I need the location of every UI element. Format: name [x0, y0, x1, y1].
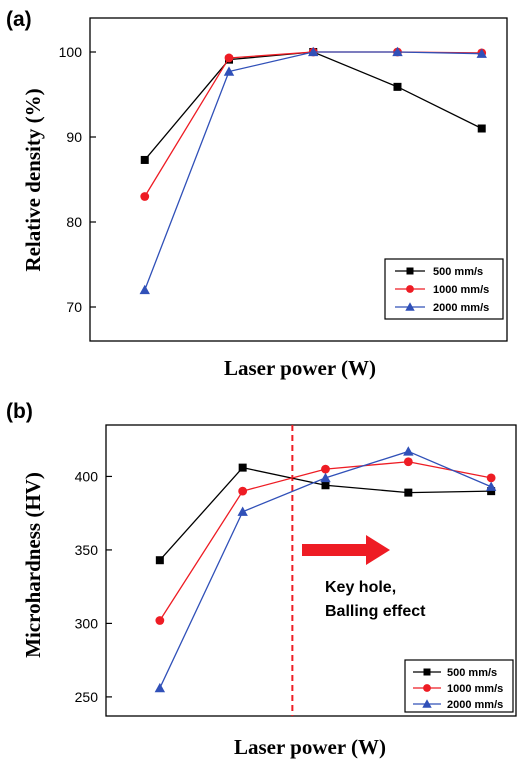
series-line	[144, 51, 483, 161]
data-point-square	[404, 488, 413, 497]
y-tick-label: 350	[75, 542, 99, 558]
data-point-circle	[321, 464, 330, 474]
data-point-square	[406, 267, 414, 275]
legend-label: 2000 mm/s	[447, 699, 503, 711]
y-tick-label: 90	[66, 129, 82, 145]
y-tick-label: 300	[75, 615, 99, 631]
arrow-right-icon	[302, 535, 390, 565]
y-tick-label: 70	[66, 299, 82, 315]
series-line	[144, 51, 482, 291]
data-point-square	[477, 124, 486, 133]
plot-frame	[105, 424, 517, 717]
data-point-triangle	[476, 48, 487, 58]
series-1000-mm-s	[140, 47, 487, 201]
data-point-triangle	[422, 699, 432, 708]
data-point-triangle	[154, 682, 166, 693]
data-point-circle	[224, 53, 234, 63]
series-line	[144, 51, 482, 197]
data-point-triangle	[308, 46, 319, 57]
series-1000-mm-s	[155, 457, 496, 625]
data-point-triangle	[139, 284, 150, 295]
data-point-circle	[403, 457, 413, 467]
panel-a: (a) 70 80 90 100 Laser power (W) Relative dens…	[6, 8, 508, 380]
data-point-circle	[140, 192, 150, 201]
panel-b: (b) 250 300 350 400 Laser power (W) Microhardn…	[6, 400, 517, 759]
data-point-square	[487, 487, 496, 496]
x-axis-title: Laser power (W)	[234, 735, 386, 759]
data-point-circle	[238, 486, 248, 496]
data-point-triangle	[237, 506, 248, 516]
legend: 500 mm/s 1000 mm/s 2000 mm/s	[404, 659, 514, 713]
y-tick-label: 400	[75, 468, 99, 484]
y-axis-title: Microhardness (HV)	[21, 472, 45, 658]
annotation-text: Balling effect	[325, 603, 426, 620]
data-point-circle	[155, 616, 165, 625]
data-point-square	[321, 481, 330, 490]
data-point-triangle	[485, 481, 497, 491]
data-point-triangle	[392, 46, 403, 57]
data-point-triangle	[223, 66, 235, 76]
y-axis-title: Relative density (%)	[21, 88, 45, 271]
legend-label: 1000 mm/s	[433, 284, 489, 296]
legend-label: 500 mm/s	[447, 667, 497, 679]
data-point-triangle	[403, 446, 414, 456]
panel-label: (b)	[6, 400, 33, 423]
y-tick-label: 80	[66, 214, 82, 230]
annotation-text: Key hole,	[325, 579, 396, 596]
y-tick-label: 250	[75, 689, 99, 705]
legend-label: 500 mm/s	[433, 266, 483, 278]
data-point-square	[423, 668, 431, 676]
series-500-mm-s	[155, 463, 496, 565]
data-point-square	[140, 155, 149, 164]
data-point-circle	[406, 285, 414, 293]
data-point-circle	[486, 473, 496, 483]
data-point-triangle	[320, 472, 331, 483]
series-2000-mm-s	[139, 46, 487, 295]
series-500-mm-s	[140, 48, 486, 164]
legend: 500 mm/s 1000 mm/s 2000 mm/s	[384, 258, 504, 320]
x-axis-title: Laser power (W)	[224, 356, 376, 380]
series-2000-mm-s	[154, 446, 497, 693]
panel-label: (a)	[6, 8, 32, 31]
data-point-square	[155, 556, 164, 565]
data-point-square	[238, 463, 247, 472]
y-tick-label: 100	[59, 44, 83, 60]
data-point-circle	[423, 684, 431, 692]
legend-label: 2000 mm/s	[433, 302, 489, 314]
data-point-triangle	[405, 302, 415, 311]
data-point-square	[393, 82, 402, 91]
plot-frame	[89, 17, 508, 342]
legend-box	[404, 659, 514, 713]
legend-label: 1000 mm/s	[447, 683, 503, 695]
